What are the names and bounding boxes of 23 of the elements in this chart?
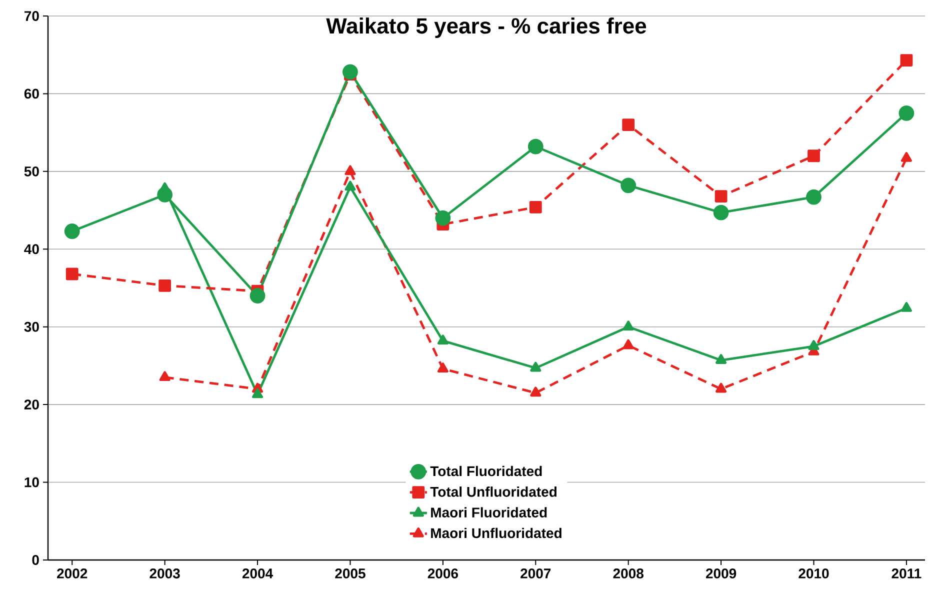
chart-title: Waikato 5 years - % caries free — [326, 18, 646, 38]
y-tick-label: 60 — [24, 88, 39, 99]
x-tick-label: 2007 — [520, 568, 551, 578]
x-tick-label: 2011 — [892, 568, 922, 578]
legend-label: Maori Fluoridated — [431, 507, 547, 518]
legend-label: Maori Unfluoridated — [431, 528, 562, 538]
y-tick-label: 0 — [32, 555, 39, 565]
x-tick-label: 2009 — [706, 568, 736, 578]
x-tick-label: 2002 — [57, 568, 88, 578]
y-tick-label: 20 — [24, 400, 39, 410]
x-tick-label: 2010 — [798, 568, 829, 578]
x-tick-label: 2004 — [242, 568, 274, 578]
x-tick-label: 2006 — [428, 568, 458, 578]
y-tick-label: 30 — [24, 322, 39, 332]
legend-label: Total Fluoridated — [430, 466, 542, 476]
y-tick-label: 40 — [24, 244, 39, 254]
y-tick-label: 70 — [24, 11, 39, 21]
x-tick-label: 2003 — [150, 568, 180, 578]
y-tick-label: 10 — [24, 477, 39, 488]
y-tick-label: 50 — [24, 166, 39, 176]
x-tick-label: 2008 — [613, 568, 644, 578]
legend-label: Total Unfluoridated — [430, 486, 556, 497]
x-tick-label: 2005 — [335, 568, 366, 578]
